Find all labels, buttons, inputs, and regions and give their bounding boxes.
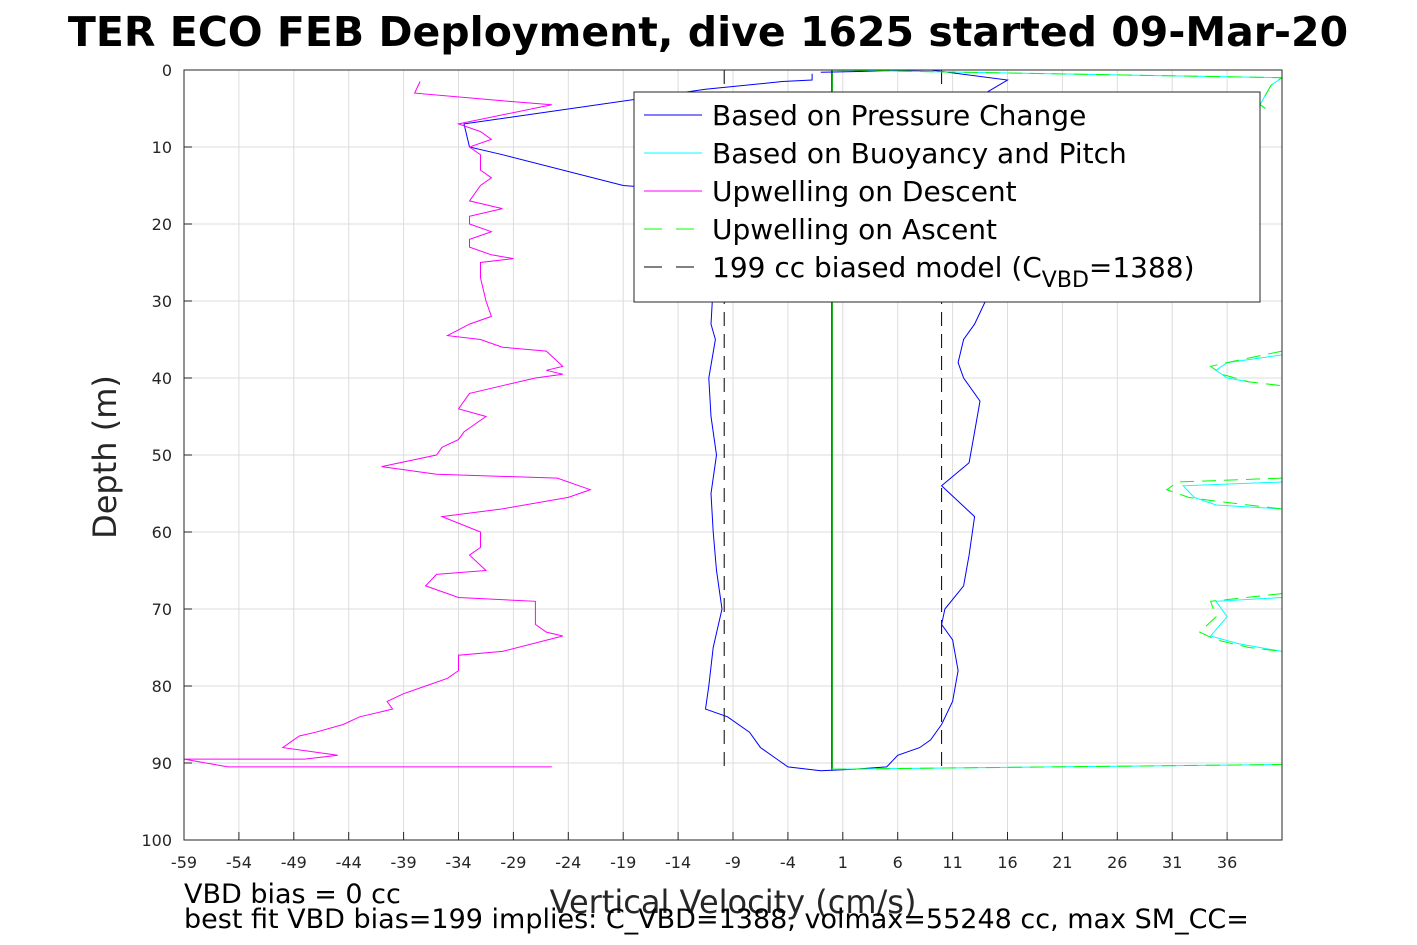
- y-tick-label: 30: [152, 292, 172, 311]
- x-axis-label: Vertical Velocity (cm/s): [550, 883, 917, 921]
- y-tick-label: 80: [152, 677, 172, 696]
- y-ticks: 0 10 20 30 40 50 60 70 80 90 100: [141, 61, 192, 850]
- y-tick-label: 90: [152, 754, 172, 773]
- legend-label: Upwelling on Descent: [712, 175, 1017, 208]
- y-tick-label: 40: [152, 369, 172, 388]
- x-tick-label: 36: [1217, 853, 1237, 872]
- x-tick-label: -9: [725, 853, 741, 872]
- y-tick-label: 10: [152, 138, 172, 157]
- x-tick-label: -34: [445, 853, 471, 872]
- x-tick-label: -24: [555, 853, 581, 872]
- x-tick-label: -54: [226, 853, 252, 872]
- x-tick-label: 16: [997, 853, 1017, 872]
- x-ticks: -59 -54 -49 -44 -39 -34 -29 -24 -19 -14 -9 -4 1 6 11 16…: [171, 832, 1237, 872]
- chart-title: TER ECO FEB Deployment, dive 1625 starte…: [68, 8, 1348, 56]
- x-tick-label: -59: [171, 853, 197, 872]
- series-line: [831, 764, 1282, 770]
- series-line: [1198, 593, 1282, 652]
- series-line: [184, 81, 592, 768]
- x-tick-label: -39: [391, 853, 417, 872]
- x-tick-label: 26: [1107, 853, 1127, 872]
- x-tick-label: -44: [336, 853, 362, 872]
- legend-label: 199 cc biased model (CVBD=1388): [712, 251, 1195, 293]
- x-tick-label: -19: [610, 853, 636, 872]
- legend-label: Based on Pressure Change: [712, 99, 1086, 132]
- x-tick-label: -4: [780, 853, 796, 872]
- x-tick-label: -14: [665, 853, 691, 872]
- best-fit-note: best fit VBD bias=199 implies: C_VBD=138…: [184, 904, 1249, 935]
- x-tick-label: 1: [838, 853, 848, 872]
- series-line: [831, 70, 1282, 109]
- y-axis-label: Depth (m): [86, 375, 124, 539]
- legend-label: Based on Buoyancy and Pitch: [712, 137, 1127, 170]
- x-tick-label: -49: [281, 853, 307, 872]
- y-tick-label: 70: [152, 600, 172, 619]
- series-line: [1182, 481, 1282, 510]
- x-tick-label: -29: [500, 853, 526, 872]
- legend-label: Upwelling on Ascent: [712, 213, 997, 246]
- legend-box: [633, 91, 1261, 303]
- y-tick-label: 60: [152, 523, 172, 542]
- x-tick-label: 31: [1162, 853, 1182, 872]
- vbd-bias-note: VBD bias = 0 cc: [184, 879, 401, 910]
- y-tick-label: 0: [162, 61, 172, 80]
- series-line: [1209, 350, 1282, 387]
- x-tick-label: 6: [893, 853, 903, 872]
- series-line: [1165, 477, 1282, 510]
- y-tick-label: 50: [152, 446, 172, 465]
- legend: Based on Pressure Change Based on Buoyanc…: [633, 91, 1261, 303]
- x-tick-label: 21: [1052, 853, 1072, 872]
- y-tick-label: 20: [152, 215, 172, 234]
- y-tick-label: 100: [141, 831, 172, 850]
- x-tick-label: 11: [942, 853, 962, 872]
- series-line: [1209, 597, 1282, 652]
